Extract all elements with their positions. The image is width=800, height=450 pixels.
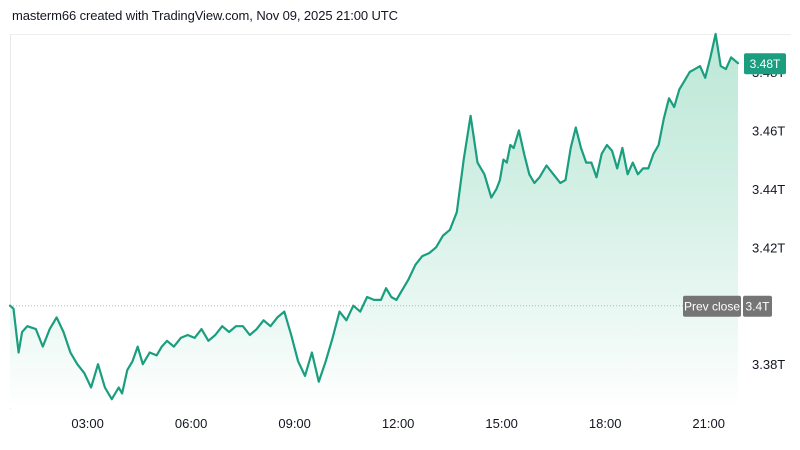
- price-area-fill: [10, 34, 738, 408]
- prev-close-label: Prev close: [684, 300, 740, 314]
- plot-frame: [10, 34, 791, 409]
- last-price-tag: [744, 53, 786, 75]
- prev-close-value: 3.4T: [745, 300, 770, 314]
- header-credit: masterm66 created with TradingView.com, …: [12, 8, 398, 23]
- y-tick-label: 3.42T: [752, 240, 785, 255]
- x-tick-label: 03:00: [71, 416, 104, 431]
- last-price-value: 3.48T: [750, 57, 781, 71]
- prev-close-value-tag: [743, 295, 772, 317]
- x-tick-label: 12:00: [382, 416, 415, 431]
- y-tick-label: 3.46T: [752, 123, 785, 138]
- x-tick-label: 21:00: [692, 416, 725, 431]
- y-tick-label: 3.44T: [752, 182, 785, 197]
- price-series-line: [8, 32, 740, 401]
- x-tick-label: 09:00: [278, 416, 311, 431]
- x-tick-label: 06:00: [175, 416, 208, 431]
- prev-close-tag: [683, 295, 741, 317]
- y-tick-label: 3.38T: [752, 357, 785, 372]
- x-tick-label: 15:00: [485, 416, 518, 431]
- x-tick-label: 18:00: [589, 416, 622, 431]
